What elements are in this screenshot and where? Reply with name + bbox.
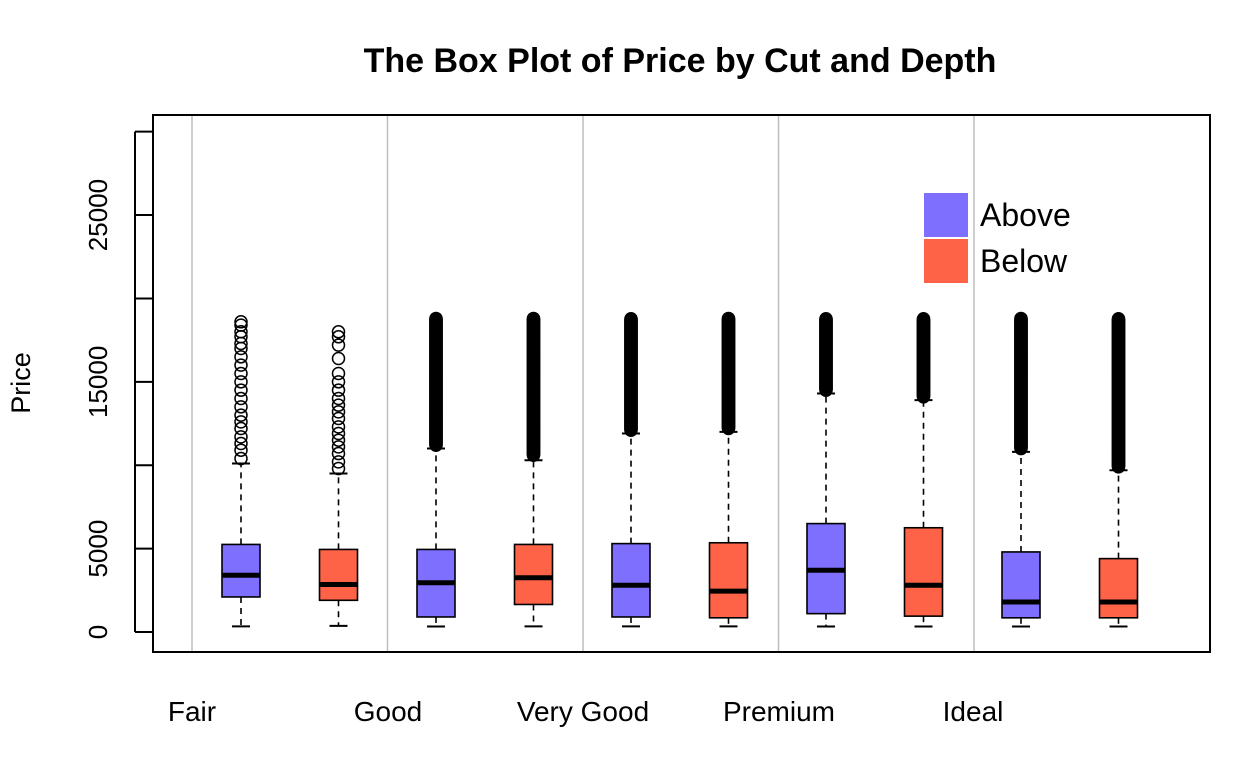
outlier-point <box>234 315 248 329</box>
outlier-point <box>916 312 931 326</box>
outlier-point <box>331 366 346 381</box>
y-axis: 0 5000 15000 25000 <box>83 130 153 639</box>
box-plot-below <box>903 312 944 628</box>
outlier-point <box>331 325 346 339</box>
outlier-point <box>1014 311 1028 326</box>
outlier-point <box>234 350 248 364</box>
plot-frame <box>152 114 1211 653</box>
box-body <box>903 526 944 617</box>
boxes <box>221 311 1139 628</box>
outlier-point <box>331 351 346 366</box>
outlier-point <box>331 383 346 397</box>
category-label: Premium <box>723 696 835 727</box>
box-body <box>708 541 749 619</box>
outlier-point <box>234 400 248 414</box>
y-tick-label: 15000 <box>83 346 113 418</box>
legend-swatch <box>924 239 968 283</box>
box-plot-below <box>513 311 554 628</box>
outlier-point <box>234 358 248 372</box>
outlier-point <box>234 408 248 422</box>
y-tick-label: 0 <box>83 625 113 639</box>
category-label: Good <box>354 696 423 727</box>
box-body <box>1098 557 1139 619</box>
box-body <box>611 542 651 618</box>
outlier-point <box>234 443 248 457</box>
category-label: Very Good <box>517 696 649 727</box>
chart-title: The Box Plot of Price by Cut and Depth <box>364 42 997 80</box>
box-plot-below <box>708 311 749 628</box>
outlier-point <box>331 433 346 447</box>
category-labels: Fair Good Very Good Premium Ideal <box>168 696 1003 727</box>
legend: Above Below <box>924 193 1071 283</box>
outlier-point <box>624 312 638 326</box>
outlier-point <box>331 455 346 469</box>
category-label: Fair <box>168 696 216 727</box>
outlier-point <box>331 461 346 476</box>
legend-swatch <box>924 193 968 237</box>
y-tick-label: 5000 <box>83 520 113 578</box>
grid-lines <box>191 115 975 652</box>
outlier-point <box>331 338 346 352</box>
outlier-point <box>234 451 248 466</box>
outlier-point <box>526 311 541 326</box>
box-plot-above <box>611 312 651 628</box>
outlier-point <box>331 398 346 412</box>
outlier-point <box>331 420 346 434</box>
outlier-point <box>721 311 736 326</box>
outlier-point <box>234 325 248 339</box>
outlier-point <box>331 405 346 419</box>
outlier-point <box>234 436 248 451</box>
outlier-point <box>331 446 346 461</box>
box-plot-above <box>806 312 846 628</box>
legend-label: Above <box>980 197 1071 233</box>
y-tick-label: 25000 <box>83 179 113 251</box>
outlier-point <box>234 383 248 397</box>
outlier-point <box>234 318 248 332</box>
outlier-point <box>331 411 346 426</box>
outlier-point <box>331 391 346 406</box>
box-plot-above <box>221 315 261 628</box>
outlier-point <box>429 311 443 326</box>
outlier-point <box>331 440 346 454</box>
outlier-point <box>234 415 248 429</box>
box-plot-above <box>416 311 456 628</box>
legend-label: Below <box>980 243 1068 279</box>
outlier-point <box>1111 312 1126 326</box>
box-plot-above <box>1001 311 1041 628</box>
box-body <box>513 543 554 606</box>
outlier-point <box>331 375 346 389</box>
outlier-point <box>234 430 248 444</box>
outlier-point <box>234 375 248 389</box>
outlier-point <box>234 421 248 436</box>
y-axis-label: Price <box>6 352 36 414</box>
outlier-point <box>331 330 346 344</box>
box-plot-below <box>318 325 359 627</box>
outlier-point <box>331 426 346 441</box>
box-body <box>318 548 359 602</box>
category-label: Ideal <box>943 696 1004 727</box>
box-body <box>221 543 261 598</box>
outlier-point <box>234 366 248 381</box>
outlier-point <box>819 312 833 326</box>
box-plot-below <box>1098 312 1139 628</box>
outlier-point <box>234 391 248 406</box>
box-body <box>1001 551 1041 619</box>
